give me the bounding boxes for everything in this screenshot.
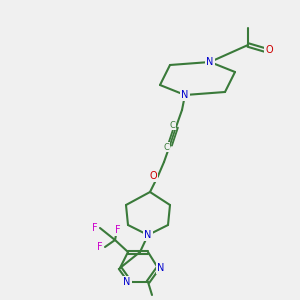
Text: F: F [92, 223, 98, 233]
Text: C: C [163, 142, 169, 152]
Text: C: C [169, 121, 175, 130]
Text: N: N [181, 90, 189, 100]
Text: N: N [206, 57, 214, 67]
Text: F: F [97, 242, 103, 252]
Text: O: O [265, 45, 273, 55]
Text: F: F [115, 225, 121, 235]
Text: N: N [123, 277, 131, 287]
Text: O: O [149, 171, 157, 181]
Text: N: N [157, 263, 165, 273]
Text: N: N [144, 230, 152, 240]
